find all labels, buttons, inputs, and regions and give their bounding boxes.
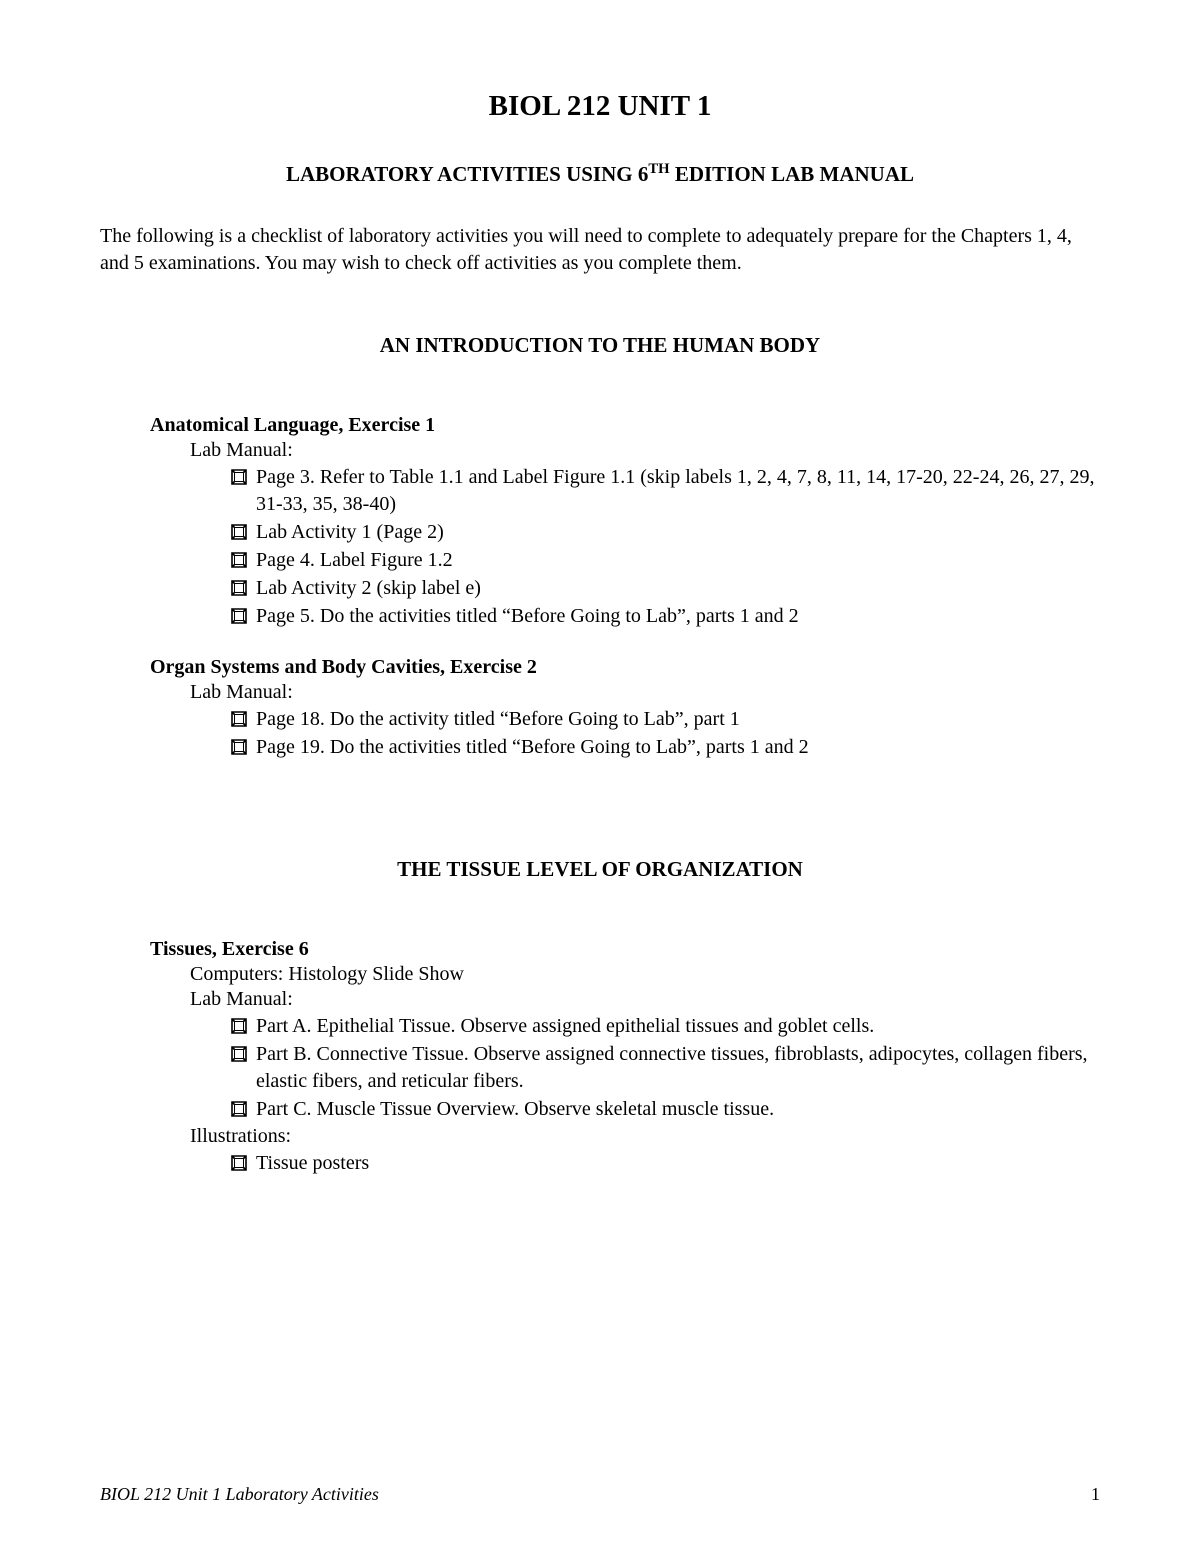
item-text: Lab Activity 1 (Page 2) bbox=[256, 519, 1100, 546]
checkbox-icon[interactable] bbox=[230, 1045, 248, 1063]
checkbox-icon[interactable] bbox=[230, 523, 248, 541]
section-heading-1: AN INTRODUCTION TO THE HUMAN BODY bbox=[100, 333, 1100, 358]
checklist-item: Page 19. Do the activities titled “Befor… bbox=[230, 734, 1100, 761]
footer: BIOL 212 Unit 1 Laboratory Activities 1 bbox=[100, 1484, 1100, 1505]
checkbox-icon[interactable] bbox=[230, 468, 248, 486]
item-text: Page 19. Do the activities titled “Befor… bbox=[256, 734, 1100, 761]
item-text: Page 3. Refer to Table 1.1 and Label Fig… bbox=[256, 464, 1100, 518]
checkbox-icon[interactable] bbox=[230, 551, 248, 569]
footer-left: BIOL 212 Unit 1 Laboratory Activities bbox=[100, 1484, 379, 1505]
item-text: Part A. Epithelial Tissue. Observe assig… bbox=[256, 1013, 1100, 1040]
subtitle: LABORATORY ACTIVITIES USING 6TH EDITION … bbox=[100, 161, 1100, 187]
item-text: Part C. Muscle Tissue Overview. Observe … bbox=[256, 1096, 1100, 1123]
checklist-item: Part A. Epithelial Tissue. Observe assig… bbox=[230, 1013, 1100, 1040]
checklist-item: Page 4. Label Figure 1.2 bbox=[230, 547, 1100, 574]
item-text: Lab Activity 2 (skip label e) bbox=[256, 575, 1100, 602]
subtitle-post: EDITION LAB MANUAL bbox=[670, 162, 914, 186]
checkbox-icon[interactable] bbox=[230, 607, 248, 625]
sub-label: Lab Manual: bbox=[190, 681, 1100, 704]
checklist-item: Lab Activity 1 (Page 2) bbox=[230, 519, 1100, 546]
exercise-title: Anatomical Language, Exercise 1 bbox=[150, 414, 1100, 437]
checkbox-icon[interactable] bbox=[230, 579, 248, 597]
checklist-item: Part B. Connective Tissue. Observe assig… bbox=[230, 1041, 1100, 1095]
section-heading-2: THE TISSUE LEVEL OF ORGANIZATION bbox=[100, 857, 1100, 882]
item-text: Tissue posters bbox=[256, 1150, 1100, 1177]
checklist-item: Tissue posters bbox=[230, 1150, 1100, 1177]
sub-label: Computers: Histology Slide Show bbox=[190, 963, 1100, 986]
checkbox-icon[interactable] bbox=[230, 1154, 248, 1172]
checklist-item: Page 18. Do the activity titled “Before … bbox=[230, 706, 1100, 733]
checkbox-icon[interactable] bbox=[230, 710, 248, 728]
checkbox-icon[interactable] bbox=[230, 1017, 248, 1035]
intro-paragraph: The following is a checklist of laborato… bbox=[100, 223, 1100, 277]
item-text: Part B. Connective Tissue. Observe assig… bbox=[256, 1041, 1100, 1095]
subtitle-pre: LABORATORY ACTIVITIES USING 6 bbox=[286, 162, 648, 186]
item-text: Page 4. Label Figure 1.2 bbox=[256, 547, 1100, 574]
checklist-item: Lab Activity 2 (skip label e) bbox=[230, 575, 1100, 602]
checkbox-icon[interactable] bbox=[230, 738, 248, 756]
checkbox-icon[interactable] bbox=[230, 1100, 248, 1118]
sub-label: Illustrations: bbox=[190, 1125, 1100, 1148]
exercise-title: Tissues, Exercise 6 bbox=[150, 938, 1100, 961]
item-text: Page 5. Do the activities titled “Before… bbox=[256, 603, 1100, 630]
checklist-item: Part C. Muscle Tissue Overview. Observe … bbox=[230, 1096, 1100, 1123]
sub-label: Lab Manual: bbox=[190, 439, 1100, 462]
checklist-item: Page 5. Do the activities titled “Before… bbox=[230, 603, 1100, 630]
checklist-item: Page 3. Refer to Table 1.1 and Label Fig… bbox=[230, 464, 1100, 518]
exercise-title: Organ Systems and Body Cavities, Exercis… bbox=[150, 656, 1100, 679]
page-title: BIOL 212 UNIT 1 bbox=[100, 90, 1100, 123]
page-number: 1 bbox=[1091, 1484, 1100, 1505]
checklist: Tissue posters bbox=[230, 1150, 1100, 1177]
subtitle-sup: TH bbox=[648, 161, 669, 177]
checklist: Page 18. Do the activity titled “Before … bbox=[230, 706, 1100, 761]
sub-label: Lab Manual: bbox=[190, 988, 1100, 1011]
checklist: Page 3. Refer to Table 1.1 and Label Fig… bbox=[230, 464, 1100, 630]
item-text: Page 18. Do the activity titled “Before … bbox=[256, 706, 1100, 733]
checklist: Part A. Epithelial Tissue. Observe assig… bbox=[230, 1013, 1100, 1123]
